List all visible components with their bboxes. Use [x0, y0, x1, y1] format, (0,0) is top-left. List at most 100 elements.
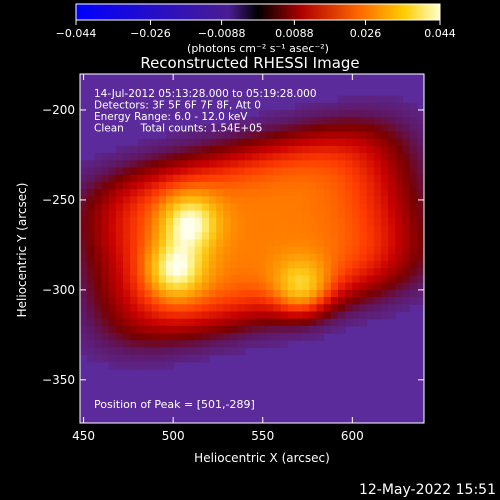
- heatmap-cell: [158, 232, 167, 241]
- heatmap-cell: [166, 318, 174, 327]
- heatmap-cell: [123, 210, 131, 219]
- heatmap-cell: [352, 138, 361, 147]
- heatmap-cell: [409, 145, 418, 154]
- heatmap-cell: [373, 167, 382, 176]
- heatmap-cell: [323, 167, 332, 176]
- heatmap-cell: [244, 282, 253, 291]
- heatmap-cell: [230, 167, 239, 176]
- heatmap-cell: [94, 246, 103, 255]
- heatmap-cell: [123, 239, 131, 248]
- heatmap-cell: [166, 196, 174, 205]
- heatmap-cell: [309, 167, 318, 176]
- heatmap-cell: [115, 275, 124, 284]
- heatmap-cell: [402, 124, 411, 133]
- heatmap-cell: [144, 304, 153, 313]
- heatmap-cell: [94, 196, 103, 205]
- heatmap-cell: [216, 340, 224, 349]
- heatmap-cell: [166, 167, 174, 176]
- heatmap-cell: [230, 210, 239, 219]
- heatmap-cell: [187, 354, 196, 363]
- heatmap-cell: [230, 189, 239, 197]
- heatmap-cell: [115, 354, 124, 363]
- heatmap-cell: [395, 217, 404, 226]
- heatmap-cell: [201, 153, 210, 161]
- heatmap-cell: [345, 261, 353, 269]
- heatmap-cell: [259, 131, 267, 140]
- heatmap-cell: [137, 196, 146, 205]
- heatmap-cell: [244, 153, 253, 161]
- heatmap-cell: [352, 253, 361, 262]
- heatmap-cell: [366, 297, 375, 305]
- heatmap-cell: [402, 297, 411, 305]
- heatmap-cell: [173, 304, 181, 313]
- heatmap-cell: [201, 225, 210, 233]
- heatmap-cell: [230, 145, 239, 154]
- heatmap-cell: [144, 203, 153, 212]
- heatmap-cell: [158, 153, 167, 161]
- heatmap-cell: [373, 239, 382, 248]
- heatmap-cell: [273, 138, 282, 147]
- heatmap-cell: [359, 246, 368, 255]
- heatmap-cell: [130, 361, 138, 370]
- info-line: Energy Range: 6.0 - 12.0 keV: [94, 111, 248, 123]
- heatmap-cell: [94, 153, 103, 161]
- heatmap-cell: [230, 239, 239, 248]
- heatmap-cell: [330, 124, 339, 133]
- heatmap-cell: [87, 203, 95, 212]
- heatmap-cell: [201, 268, 210, 277]
- heatmap-cell: [316, 131, 325, 140]
- heatmap-cell: [366, 275, 375, 284]
- heatmap-cell: [287, 160, 296, 169]
- heatmap-cell: [223, 246, 232, 255]
- heatmap-cell: [151, 167, 160, 176]
- heatmap-cell: [194, 210, 203, 219]
- heatmap-cell: [209, 289, 217, 298]
- heatmap-cell: [137, 297, 146, 305]
- heatmap-cell: [115, 160, 124, 169]
- heatmap-cell: [230, 117, 239, 125]
- heatmap-cell: [345, 225, 353, 233]
- heatmap-cell: [280, 174, 289, 183]
- heatmap-cell: [80, 347, 88, 356]
- heatmap-cell: [115, 167, 124, 176]
- heatmap-cell: [144, 181, 153, 190]
- heatmap-cell: [359, 311, 368, 320]
- heatmap-cell: [373, 95, 382, 104]
- heatmap-cell: [216, 246, 224, 255]
- heatmap-cell: [338, 95, 346, 104]
- heatmap-cell: [158, 289, 167, 298]
- heatmap-cell: [409, 239, 418, 248]
- heatmap-cell: [280, 246, 289, 255]
- heatmap-cell: [345, 253, 353, 262]
- heatmap-cell: [338, 304, 346, 313]
- heatmap-cell: [302, 268, 310, 277]
- heatmap-cell: [137, 275, 146, 284]
- heatmap-cell: [366, 160, 375, 169]
- heatmap-cell: [366, 167, 375, 176]
- heatmap-cell: [280, 131, 289, 140]
- heatmap-cell: [158, 261, 167, 269]
- heatmap-cell: [194, 131, 203, 140]
- heatmap-cell: [323, 304, 332, 313]
- y-tick-label: −200: [42, 103, 75, 117]
- heatmap-cell: [194, 232, 203, 241]
- heatmap-cell: [87, 318, 95, 327]
- heatmap-cell: [194, 282, 203, 291]
- heatmap-cell: [388, 160, 396, 169]
- heatmap-cell: [223, 145, 232, 154]
- heatmap-cell: [151, 239, 160, 248]
- heatmap-cell: [395, 203, 404, 212]
- heatmap-cell: [123, 246, 131, 255]
- heatmap-cell: [230, 297, 239, 305]
- y-tick-label: −350: [42, 373, 75, 387]
- heatmap-cell: [338, 282, 346, 291]
- colorbar-tick-label: −0.044: [56, 27, 97, 40]
- heatmap-cell: [166, 145, 174, 154]
- heatmap-cell: [280, 239, 289, 248]
- heatmap-cell: [94, 225, 103, 233]
- heatmap-cell: [115, 282, 124, 291]
- heatmap-cell: [130, 196, 138, 205]
- heatmap-cell: [295, 225, 303, 233]
- heatmap-cell: [352, 239, 361, 248]
- heatmap-cell: [223, 189, 232, 197]
